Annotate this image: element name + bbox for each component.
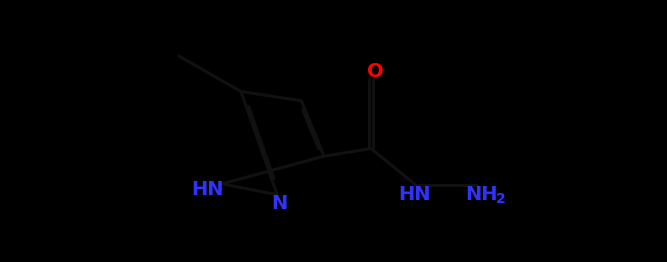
Text: O: O bbox=[367, 62, 384, 81]
Text: HN: HN bbox=[191, 181, 224, 199]
Text: NH: NH bbox=[466, 185, 498, 204]
Text: 2: 2 bbox=[496, 192, 506, 206]
Text: HN: HN bbox=[399, 185, 431, 204]
Text: N: N bbox=[271, 194, 288, 213]
